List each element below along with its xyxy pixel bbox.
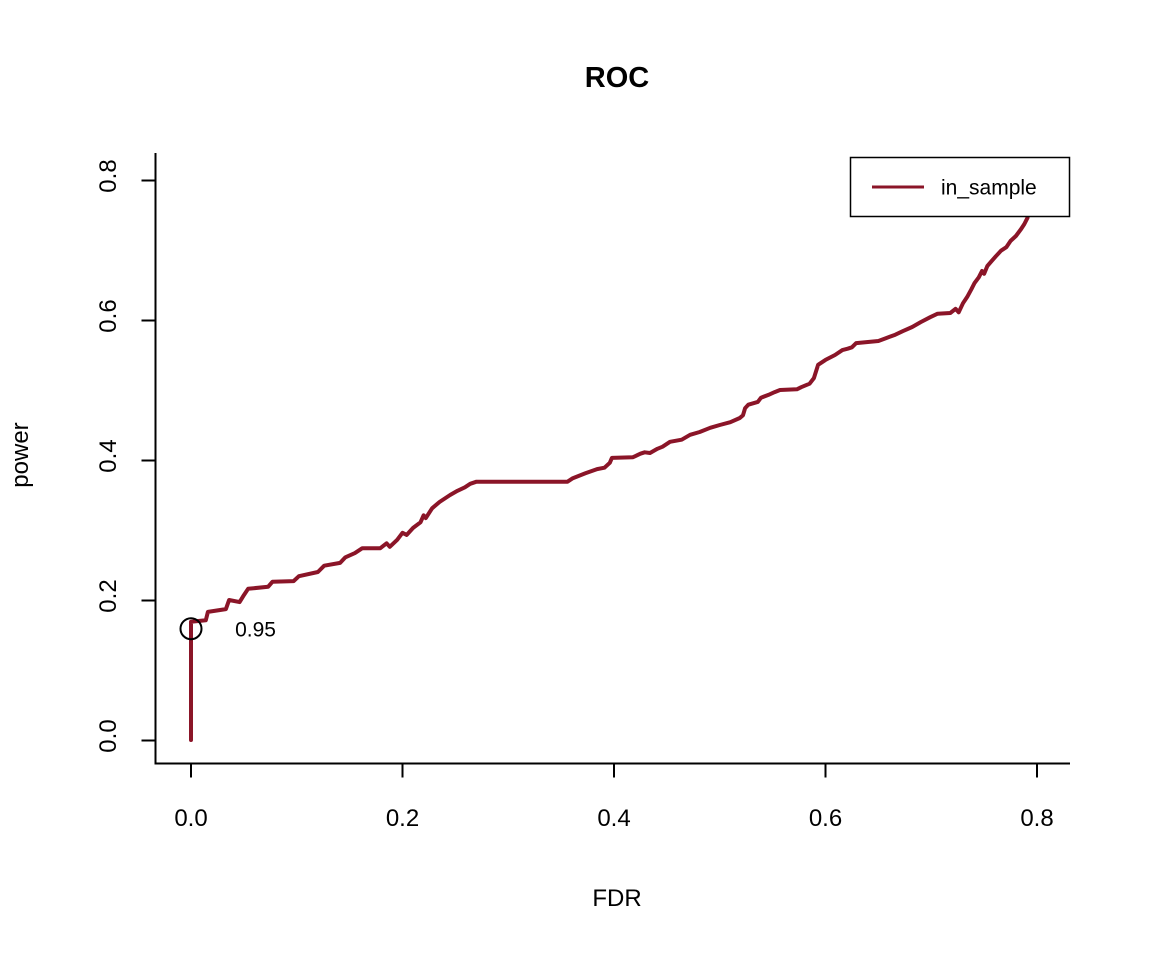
x-tick-label: 0.6	[809, 805, 842, 832]
x-tick-label: 0.8	[1020, 805, 1053, 832]
y-tick-label: 0.4	[95, 439, 122, 472]
roc-curve	[189, 215, 1030, 742]
threshold-annotation: 0.95	[235, 618, 276, 641]
y-axis-ticks: 0.0 0.2 0.4 0.6 0.8	[95, 159, 156, 753]
x-tick-label: 0.2	[386, 805, 419, 832]
legend: in_sample	[849, 156, 1071, 218]
threshold-marker-circle	[179, 617, 203, 641]
y-tick-label: 0.0	[95, 719, 122, 752]
x-tick-label: 0.0	[174, 805, 207, 832]
plot-title: ROC	[585, 62, 650, 94]
y-axis-label: power	[7, 422, 34, 487]
y-tick-label: 0.6	[95, 299, 122, 332]
y-tick-label: 0.8	[95, 159, 122, 192]
y-tick-label: 0.2	[95, 579, 122, 612]
legend-label: in_sample	[941, 177, 1037, 200]
x-tick-label: 0.4	[597, 805, 630, 832]
x-axis-label: FDR	[592, 885, 641, 912]
x-axis-ticks: 0.0 0.2 0.4 0.6 0.8	[174, 763, 1054, 832]
